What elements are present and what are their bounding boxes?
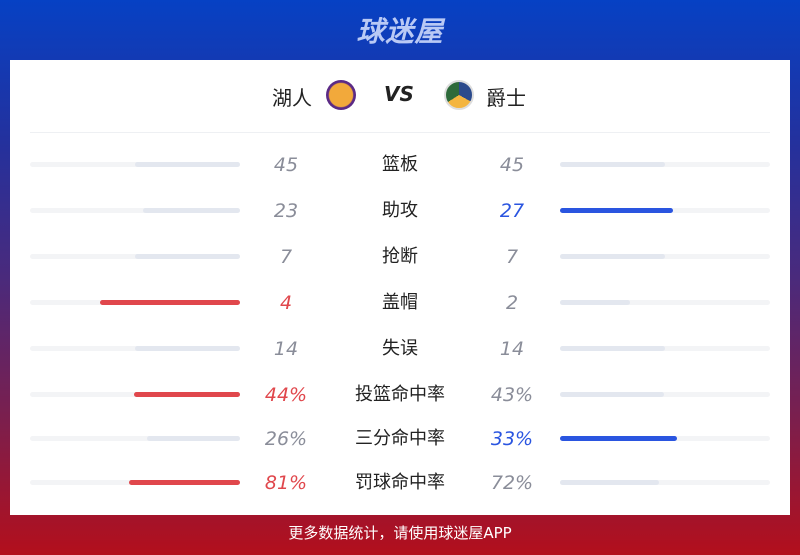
home-bar-track (30, 208, 240, 213)
stats-card: 湖人 VS 爵士 45 篮板 45 23 助攻 27 7 抢断 7 4 盖帽 2… (10, 60, 790, 515)
away-bar-fill (560, 436, 678, 441)
away-value: 72% (490, 472, 534, 494)
home-bar-track (30, 254, 240, 259)
stat-label: 三分命中率 (355, 428, 445, 449)
home-bar-track (30, 480, 240, 485)
home-value: 7 (279, 246, 293, 268)
stat-label: 抢断 (382, 246, 418, 267)
away-value: 27 (499, 200, 525, 222)
home-bar-fill (135, 162, 240, 167)
stat-label: 助攻 (382, 200, 418, 221)
away-bar-track (560, 162, 770, 167)
stat-row: 23 助攻 27 (10, 196, 790, 226)
away-bar-track (560, 254, 770, 259)
home-bar-fill (128, 480, 240, 485)
home-bar-fill (135, 254, 240, 259)
stat-row: 81% 罚球命中率 72% (10, 468, 790, 498)
home-value: 4 (279, 292, 293, 314)
away-team-name: 爵士 (486, 86, 526, 110)
away-bar-fill (560, 162, 665, 167)
stat-row: 45 篮板 45 (10, 150, 790, 180)
stat-label: 罚球命中率 (355, 472, 445, 493)
home-bar-track (30, 162, 240, 167)
away-bar-track (560, 480, 770, 485)
matchup-header: 湖人 VS 爵士 (10, 80, 790, 112)
away-bar-fill (560, 346, 665, 351)
away-value: 43% (490, 384, 534, 406)
stat-label: 篮板 (382, 154, 418, 175)
home-value: 14 (273, 338, 299, 360)
away-bar-track (560, 392, 770, 397)
jazz-logo-icon (444, 80, 474, 110)
away-value: 14 (499, 338, 525, 360)
home-bar-fill (147, 436, 240, 441)
stat-label: 失误 (382, 338, 418, 359)
footer-promo[interactable]: 更多数据统计，请使用球迷屋APP (288, 524, 512, 542)
home-bar-fill (133, 392, 240, 397)
away-value: 2 (505, 292, 519, 314)
away-bar-fill (560, 392, 664, 397)
away-bar-track (560, 208, 770, 213)
home-team-name: 湖人 (272, 86, 312, 110)
away-bar-fill (560, 208, 674, 213)
home-value: 26% (264, 428, 308, 450)
stat-row: 4 盖帽 2 (10, 288, 790, 318)
away-bar-fill (560, 480, 659, 485)
lakers-logo-icon (326, 80, 356, 110)
home-value: 45 (273, 154, 299, 176)
away-bar-fill (560, 300, 630, 305)
stat-label: 投篮命中率 (355, 384, 445, 405)
stat-row: 44% 投篮命中率 43% (10, 380, 790, 410)
away-bar-track (560, 436, 770, 441)
away-value: 33% (490, 428, 534, 450)
home-value: 81% (264, 472, 308, 494)
vs-label: VS (384, 82, 414, 106)
away-bar-fill (560, 254, 665, 259)
away-bar-track (560, 346, 770, 351)
home-bar-track (30, 346, 240, 351)
home-value: 23 (273, 200, 299, 222)
home-bar-track (30, 300, 240, 305)
home-bar-track (30, 392, 240, 397)
home-bar-track (30, 436, 240, 441)
home-bar-fill (100, 300, 240, 305)
home-bar-fill (135, 346, 240, 351)
divider (30, 132, 770, 133)
home-bar-fill (143, 208, 240, 213)
stat-row: 14 失误 14 (10, 334, 790, 364)
stat-row: 26% 三分命中率 33% (10, 424, 790, 454)
home-value: 44% (264, 384, 308, 406)
brand-logo: 球迷屋 (356, 15, 444, 48)
stat-label: 盖帽 (382, 292, 418, 313)
stat-row: 7 抢断 7 (10, 242, 790, 272)
away-bar-track (560, 300, 770, 305)
away-value: 7 (505, 246, 519, 268)
away-value: 45 (499, 154, 525, 176)
